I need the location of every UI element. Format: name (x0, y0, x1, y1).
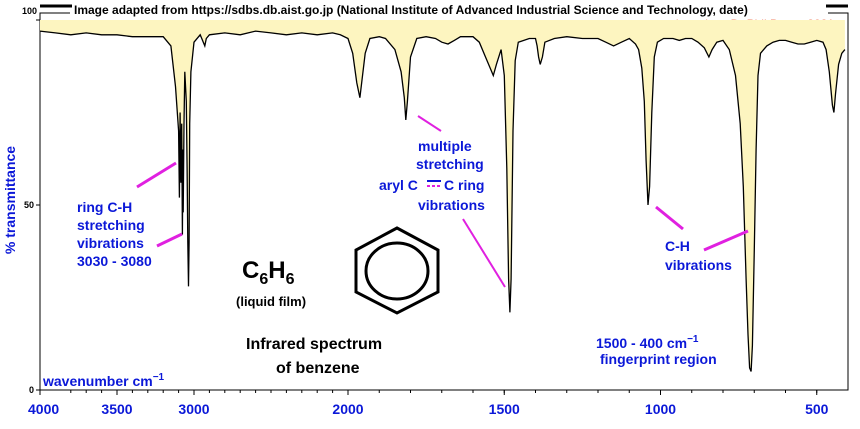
annotation-ring-ch-line4: 3030 - 3080 (77, 253, 152, 269)
annotation-fingerprint: 1500 - 400 cm−1 fingerprint region (596, 334, 717, 367)
fingerprint-label: fingerprint region (600, 351, 717, 367)
pointer-ch-right (703, 229, 749, 252)
fingerprint-range: 1500 - 400 cm−1 (596, 334, 699, 351)
annotation-ring-ch-line3: vibrations (77, 235, 144, 251)
pointer-ring-ch-lower (156, 232, 183, 248)
x-tick-label-4000: 4000 (28, 401, 59, 417)
pointer-aryl-lower (462, 218, 506, 288)
x-tick-label-1000: 1000 (645, 401, 676, 417)
annotation-multiple: multiple (418, 138, 472, 154)
spectrum-line (39, 30, 846, 372)
annotation-ring-ch-line1: ring C-H (77, 199, 132, 215)
x-tick-label-500: 500 (805, 401, 829, 417)
annotation-ring-ch-line2: stretching (77, 217, 145, 233)
axis-layer: 4000 3500 3000 2000 1500 1000 500 0 50 (24, 19, 829, 417)
y-tick-label-50: 50 (24, 200, 34, 210)
annotation-aryl-vibrations: vibrations (418, 197, 485, 213)
x-tick-label-3500: 3500 (101, 401, 132, 417)
y-axis-label: % transmittance (2, 146, 18, 254)
annotation-ch-bend: C-H vibrations (655, 205, 749, 273)
y-tick-label-100: 100 (22, 6, 37, 16)
x-tick-label-2000: 2000 (332, 401, 363, 417)
annotation-stretching: stretching (416, 156, 484, 172)
spectrum-layer (39, 20, 846, 372)
x-tick-label-1500: 1500 (489, 401, 520, 417)
pointer-ch-left (655, 205, 684, 231)
pointer-ring-ch-upper (136, 161, 177, 189)
credit-band (70, 3, 828, 21)
x-axis-label: wavenumber cm−1 (42, 372, 165, 389)
annotation-aryl-ring: C ring (444, 177, 484, 193)
annotation-ch-line2: vibrations (665, 257, 732, 273)
credit-text: Image adapted from https://sdbs.db.aist.… (74, 3, 748, 17)
pointer-aryl-upper (417, 115, 442, 132)
annotation-ring-ch: ring C-H stretching vibrations 3030 - 30… (77, 161, 183, 269)
chart-title-line1: Infrared spectrum (246, 336, 382, 353)
annotation-aryl-prefix: aryl C (379, 177, 418, 193)
y-tick-label-0: 0 (29, 385, 34, 395)
annotation-aryl-cc: multiple stretching aryl C C ring vibrat… (379, 115, 506, 288)
x-tick-label-3000: 3000 (178, 401, 209, 417)
chart-title-line2: of benzene (276, 360, 360, 377)
formula-phase: (liquid film) (236, 294, 306, 309)
formula-text: C6H6 (242, 257, 295, 288)
annotation-ch-line1: C-H (665, 238, 690, 254)
formula-c6h6: C6H6 (242, 257, 295, 288)
benzene-ring-icon (354, 226, 440, 315)
